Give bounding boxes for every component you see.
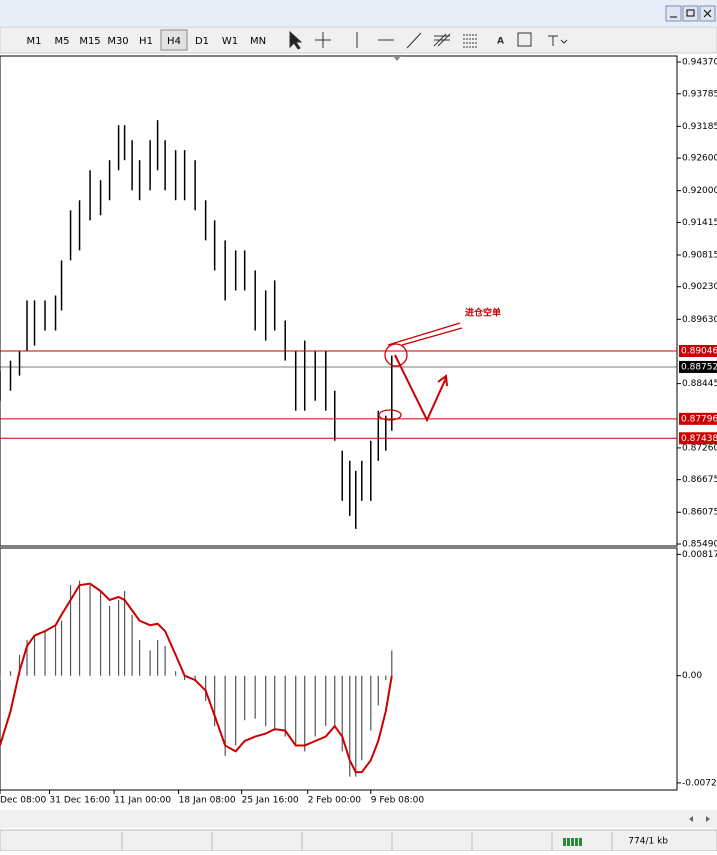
toolbar (0, 26, 717, 54)
y-tick-label: 0.94370 (682, 58, 717, 68)
y-tick-label: 0.87260 (682, 443, 717, 453)
y-tick-label: -0.00722 (682, 778, 717, 788)
timeframe-bar: M1 M5 M15 M30 H1 H4 D1 W1 MN (27, 29, 266, 51)
level-label-bg (679, 344, 717, 357)
y-tick-label: 0.93785 (682, 89, 717, 99)
x-tick-label: 25 Jan 16:00 (242, 796, 299, 806)
drawing-tools[interactable]: A (289, 30, 568, 50)
timeframe-label[interactable]: M1 (27, 36, 42, 47)
y-tick-label: 0.008171 (682, 550, 717, 560)
shift-marker (393, 56, 401, 61)
y-tick-label: 0.91415 (682, 218, 717, 228)
timeframe-label[interactable]: M30 (107, 36, 128, 47)
y-tick-label: 0.90230 (682, 282, 717, 292)
y-tick-label: 0.93185 (682, 122, 717, 132)
level-label-bg (679, 360, 717, 373)
x-tick-label: 2 Feb 00:00 (308, 796, 362, 806)
timeframe-label[interactable]: D1 (195, 36, 209, 47)
title-strip (0, 0, 717, 26)
timeframe-label[interactable]: W1 (222, 36, 238, 47)
timeframe-label[interactable]: H1 (139, 36, 153, 47)
y-tick-label: 0.92600 (682, 154, 717, 164)
level-label-bg (679, 432, 717, 445)
indicator-panel (0, 547, 678, 791)
y-tick-label: 0.90815 (682, 250, 717, 260)
y-tick-label: 0.89630 (682, 315, 717, 325)
annotation: 进仓空单 (465, 307, 501, 319)
x-tick-label: 9 Feb 08:00 (371, 796, 425, 806)
x-tick-label: 31 Dec 16:00 (50, 796, 111, 806)
y-tick-label: 0.88445 (682, 379, 717, 389)
y-tick-label: 0.86675 (682, 475, 717, 485)
timeframe-label[interactable]: M5 (55, 36, 70, 47)
level-label: 0.87796 (681, 414, 717, 424)
x-tick-label: 18 Jan 08:00 (179, 796, 236, 806)
level-label: 0.88752 (681, 362, 717, 372)
x-tick-label: 11 Jan 00:00 (114, 796, 171, 806)
timeframe-label[interactable]: M15 (79, 36, 100, 47)
status-bar (0, 829, 717, 852)
scrollbar[interactable] (0, 810, 717, 828)
price-panel (0, 55, 678, 547)
y-tick-label: 0.86075 (682, 508, 717, 518)
x-tick-label: Dec 08:00 (0, 796, 46, 806)
timeframe-label[interactable]: H4 (167, 36, 181, 47)
window-buttons[interactable] (665, 5, 716, 22)
svg-text:A: A (497, 37, 504, 47)
status-dividers (121, 832, 613, 850)
timeframe-label[interactable]: MN (250, 36, 266, 47)
hand-drawing (378, 322, 463, 423)
status-text: 774/1 kb (628, 837, 668, 847)
level-label: 0.89046 (681, 346, 717, 356)
timeframe-button[interactable] (160, 29, 188, 51)
y-tick-label: 0.85490 (682, 539, 717, 549)
level-label: 0.87438 (681, 434, 717, 444)
signal-line (0, 582, 393, 774)
y-tick-label: 0.92000 (682, 186, 717, 196)
traffic-icon (563, 838, 582, 846)
level-label-bg (679, 412, 717, 425)
y-tick-label: 0.00 (682, 671, 702, 681)
